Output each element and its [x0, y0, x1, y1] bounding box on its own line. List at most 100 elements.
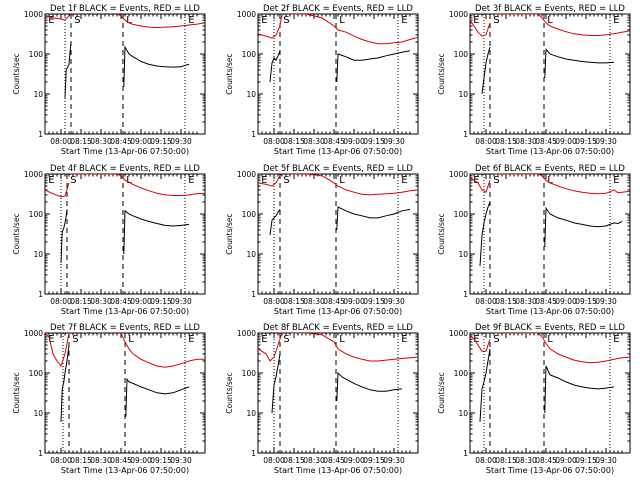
y-tick-label: 10: [458, 250, 468, 259]
panel-title: Det 7f BLACK = Events, RED = LLD: [50, 323, 200, 333]
y-tick-label: 1: [251, 449, 256, 458]
x-axis-label: Start Time (13-Apr-06 07:50:00): [486, 147, 614, 156]
y-axis-label: Counts/sec: [437, 213, 446, 254]
y-tick-label: 10: [246, 90, 256, 99]
panel-det-3: Det 3f BLACK = Events, RED = LLD 1 10 100 10…: [437, 4, 631, 156]
y-tick-label: 1000: [449, 170, 468, 179]
panel-title: Det 3f BLACK = Events, RED = LLD: [475, 4, 625, 14]
x-tick-label: 09:00: [555, 137, 577, 146]
marker-label-l: L: [339, 15, 345, 26]
marker-label-e: E: [188, 334, 194, 345]
x-axis-label: Start Time (13-Apr-06 07:50:00): [61, 147, 189, 156]
x-tick-label: 08:45: [535, 456, 557, 465]
x-axis-label: Start Time (13-Apr-06 07:50:00): [61, 307, 189, 316]
x-tick-label: 08:45: [110, 456, 132, 465]
marker-label-s: S: [493, 15, 499, 26]
panel-det-4: Det 4f BLACK = Events, RED = LLD 1 10 100 10…: [12, 164, 206, 316]
series-lld-line: [258, 14, 283, 39]
x-tick-label: 08:00: [475, 297, 497, 306]
marker-label-e: E: [48, 175, 54, 186]
series-lld-line: [45, 14, 74, 21]
marker-label-l: L: [339, 334, 345, 345]
y-tick-label: 100: [454, 369, 469, 378]
x-tick-label: 08:45: [323, 456, 345, 465]
x-tick-label: 08:30: [515, 137, 537, 146]
y-tick-label: 100: [242, 210, 257, 219]
series-lld-line: [470, 334, 491, 352]
x-tick-label: 08:15: [70, 456, 92, 465]
x-tick-label: 08:30: [303, 297, 325, 306]
panel-title: Det 1f BLACK = Events, RED = LLD: [50, 4, 200, 14]
y-axis-label: Counts/sec: [437, 53, 446, 94]
series-events-line: [336, 371, 403, 402]
panel-det-6: Det 6f BLACK = Events, RED = LLD 1 10 100 10…: [437, 164, 631, 316]
y-tick-label: 1000: [449, 329, 468, 338]
y-tick-label: 10: [458, 90, 468, 99]
x-tick-label: 08:45: [323, 137, 345, 146]
y-tick-label: 1000: [237, 329, 256, 338]
x-tick-label: 09:00: [130, 456, 152, 465]
x-axis-label: Start Time (13-Apr-06 07:50:00): [486, 307, 614, 316]
series-events-line: [336, 206, 411, 230]
series-events-line: [479, 201, 491, 267]
y-tick-label: 100: [242, 50, 257, 59]
x-axis-label: Start Time (13-Apr-06 07:50:00): [486, 466, 614, 475]
series-lld-line: [116, 14, 205, 29]
marker-label-e: E: [188, 15, 194, 26]
y-tick-label: 1: [38, 449, 43, 458]
x-tick-label: 09:15: [575, 137, 597, 146]
y-tick-label: 10: [246, 250, 256, 259]
x-tick-label: 08:30: [90, 456, 112, 465]
marker-label-s: S: [283, 15, 289, 26]
x-axis-label: Start Time (13-Apr-06 07:50:00): [274, 147, 402, 156]
x-tick-label: 09:15: [150, 456, 172, 465]
y-axis-label: Counts/sec: [12, 53, 21, 94]
x-tick-label: 08:30: [515, 297, 537, 306]
plot-frame: [469, 13, 631, 135]
plot-frame: [469, 173, 631, 295]
x-tick-label: 08:45: [535, 297, 557, 306]
y-tick-label: 100: [454, 210, 469, 219]
y-tick-label: 100: [454, 50, 469, 59]
y-tick-label: 1000: [237, 10, 256, 19]
x-tick-label: 09:00: [555, 297, 577, 306]
y-tick-label: 1: [463, 290, 468, 299]
panel-title: Det 5f BLACK = Events, RED = LLD: [263, 164, 413, 174]
marker-label-e: E: [613, 175, 619, 186]
x-tick-label: 08:15: [495, 297, 517, 306]
marker-label-l: L: [339, 175, 345, 186]
x-tick-label: 09:00: [343, 297, 365, 306]
x-tick-label: 08:30: [303, 456, 325, 465]
y-tick-label: 1: [38, 290, 43, 299]
series-events-line: [479, 348, 491, 422]
series-events-line: [336, 50, 411, 83]
y-tick-label: 1: [463, 449, 468, 458]
panel-title: Det 4f BLACK = Events, RED = LLD: [50, 164, 200, 174]
panel-det-1: Det 1f BLACK = Events, RED = LLD 1 10 100 10…: [12, 4, 206, 156]
x-tick-label: 09:30: [595, 137, 617, 146]
marker-label-e: E: [401, 175, 407, 186]
panel-det-9: Det 9f BLACK = Events, RED = LLD 1 10 100 10…: [437, 323, 631, 475]
x-tick-label: 08:15: [495, 456, 517, 465]
y-tick-label: 10: [33, 90, 43, 99]
x-tick-label: 09:30: [170, 456, 192, 465]
y-axis-label: Counts/sec: [225, 372, 234, 413]
x-tick-label: 08:00: [263, 297, 285, 306]
y-axis-label: Counts/sec: [12, 213, 21, 254]
y-tick-label: 10: [33, 250, 43, 259]
x-tick-label: 09:15: [575, 456, 597, 465]
x-tick-label: 09:15: [150, 137, 172, 146]
x-tick-label: 09:15: [150, 297, 172, 306]
x-tick-label: 09:30: [595, 297, 617, 306]
marker-label-s: S: [493, 334, 499, 345]
x-tick-label: 08:15: [283, 456, 305, 465]
y-tick-label: 100: [242, 369, 257, 378]
x-tick-label: 09:00: [555, 456, 577, 465]
x-tick-label: 08:15: [283, 297, 305, 306]
panel-title: Det 6f BLACK = Events, RED = LLD: [475, 164, 625, 174]
x-tick-label: 08:00: [475, 456, 497, 465]
series-events-line: [269, 209, 281, 235]
x-tick-label: 08:00: [475, 137, 497, 146]
x-tick-label: 08:45: [535, 137, 557, 146]
